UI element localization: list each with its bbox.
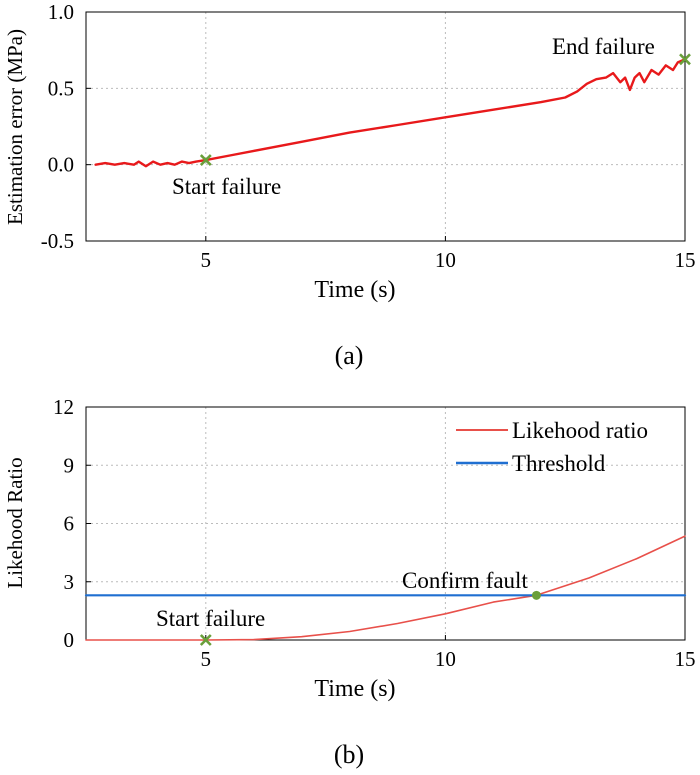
chart-a-y-tick-label: 0.0 — [48, 153, 74, 177]
chart-b-y-tick-label: 3 — [64, 570, 75, 594]
chart-b-marker-confirm-fault — [531, 590, 541, 600]
chart-a-marker-end-failure — [679, 53, 691, 66]
chart-a-y-tick-label: 1.0 — [48, 0, 74, 24]
chart-b-series-likehood-ratio — [85, 535, 686, 641]
chart-b-legend: Likehood ratio Threshold — [456, 418, 648, 476]
chart-b-markers — [199, 590, 541, 646]
chart-b-y-tick-label: 9 — [64, 453, 75, 477]
chart-b-tick-labels: 5 10 15 0 3 6 9 12 — [53, 395, 696, 671]
chart-b-marker-start-failure-stroke-b — [199, 634, 212, 646]
chart-a-marker-end-failure-stroke-b — [679, 53, 691, 66]
chart-a-tick-labels: 5 10 15 -0.5 0.0 0.5 1.0 — [41, 0, 696, 272]
chart-b-x-tick-label: 15 — [675, 647, 696, 671]
chart-a-annotation-end-failure: End failure — [552, 34, 655, 59]
chart-a-x-axis-label: Time (s) — [314, 277, 395, 303]
chart-b-x-axis-label: Time (s) — [314, 676, 395, 702]
chart-b-y-tick-label: 12 — [53, 395, 74, 419]
chart-a: 5 10 15 -0.5 0.0 0.5 1.0 Start failure End fai… — [3, 0, 696, 370]
chart-b-ticks — [86, 406, 686, 641]
chart-b-x-tick-label: 10 — [435, 647, 456, 671]
chart-a-markers — [199, 53, 691, 167]
chart-b-y-tick-label: 0 — [64, 628, 75, 652]
chart-b-y-axis-label: Likehood Ratio — [3, 457, 27, 588]
chart-a-marker-start-failure — [199, 154, 212, 167]
chart-a-series — [94, 58, 687, 168]
chart-b-y-tick-label: 6 — [64, 512, 75, 536]
chart-b-x-tick-label: 5 — [201, 647, 212, 671]
chart-a-grid — [86, 12, 685, 241]
chart-a-caption: (a) — [335, 341, 364, 370]
chart-a-marker-start-failure-stroke-b — [199, 154, 212, 167]
chart-a-ticks — [86, 11, 686, 242]
chart-b-annotation-confirm-fault: Confirm fault — [402, 568, 528, 593]
chart-a-y-axis-label: Estimation error (MPa) — [3, 29, 27, 225]
chart-a-annotation-start-failure: Start failure — [172, 174, 281, 199]
chart-a-y-tick-label: 0.5 — [48, 76, 74, 100]
chart-b-marker-start-failure — [199, 634, 212, 646]
chart-b-caption: (b) — [334, 740, 364, 769]
chart-a-x-tick-label: 10 — [435, 248, 456, 272]
chart-a-plot-frame — [85, 11, 686, 242]
chart-a-x-tick-label: 15 — [675, 248, 696, 272]
chart-a-x-tick-label: 5 — [201, 248, 212, 272]
chart-b-series — [84, 535, 687, 641]
chart-a-y-tick-label: -0.5 — [41, 229, 74, 253]
chart-b-grid — [86, 407, 685, 640]
chart-a-series-estimation-error — [94, 58, 687, 168]
chart-b-annotation-start-failure: Start failure — [156, 606, 265, 631]
legend-label-threshold: Threshold — [512, 451, 606, 476]
legend-label-likehood-ratio: Likehood ratio — [512, 418, 648, 443]
